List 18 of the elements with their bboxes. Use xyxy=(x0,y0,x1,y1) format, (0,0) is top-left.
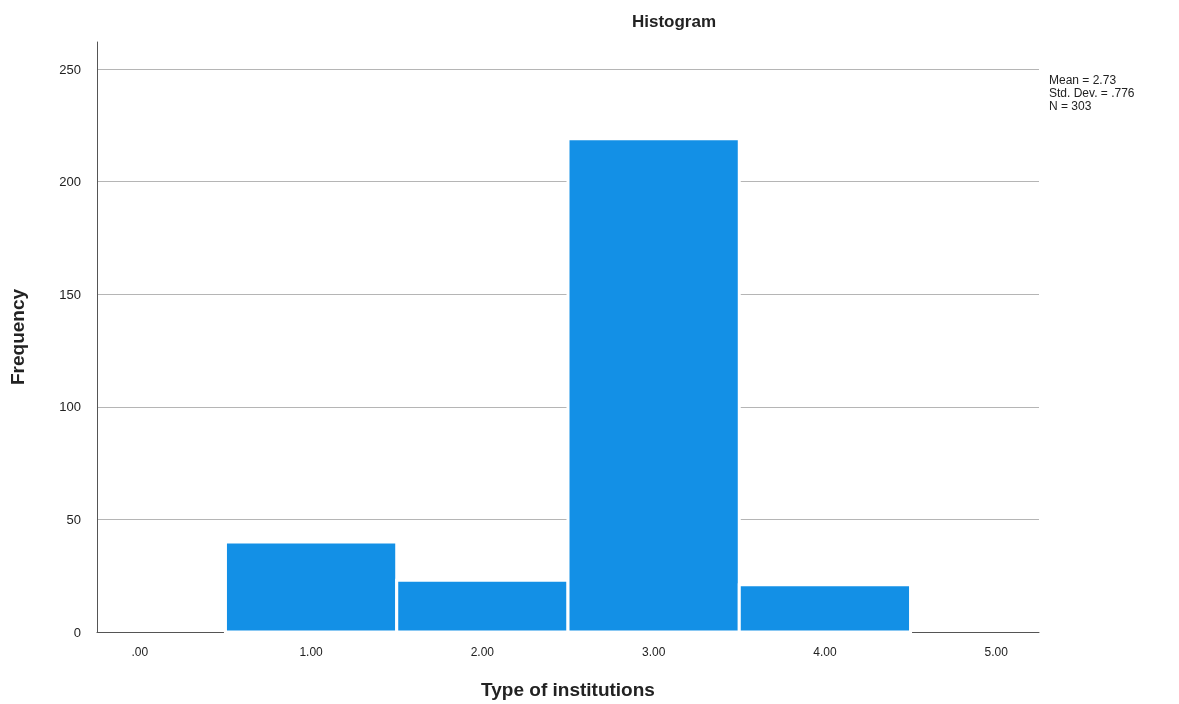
text: N = 303 xyxy=(1049,99,1092,113)
y-tick-label: 0 xyxy=(73,624,81,640)
x-tick-label: 1.00 xyxy=(299,645,324,659)
y-tick-label: 200 xyxy=(59,174,81,190)
x-tick-label: 4.00 xyxy=(813,645,837,659)
y-tick-label: 50 xyxy=(66,511,81,527)
y-axis-title: Frequency xyxy=(7,288,28,386)
chart-title: Histogram xyxy=(631,12,717,31)
x-tick-label: 2.00 xyxy=(470,645,495,659)
y-tick-label: 150 xyxy=(59,286,81,302)
text: Mean = 2.73 xyxy=(1049,73,1117,87)
x-tick-label: 5.00 xyxy=(984,645,1009,659)
x-tick-label: 3.00 xyxy=(641,645,666,659)
x-tick-label: .00 xyxy=(131,645,149,659)
y-tick-label: 100 xyxy=(59,399,81,415)
y-tick-label: 250 xyxy=(59,61,81,77)
text: Std. Dev. = .776 xyxy=(1049,86,1135,100)
x-axis-title: Type of institutions xyxy=(481,679,655,700)
